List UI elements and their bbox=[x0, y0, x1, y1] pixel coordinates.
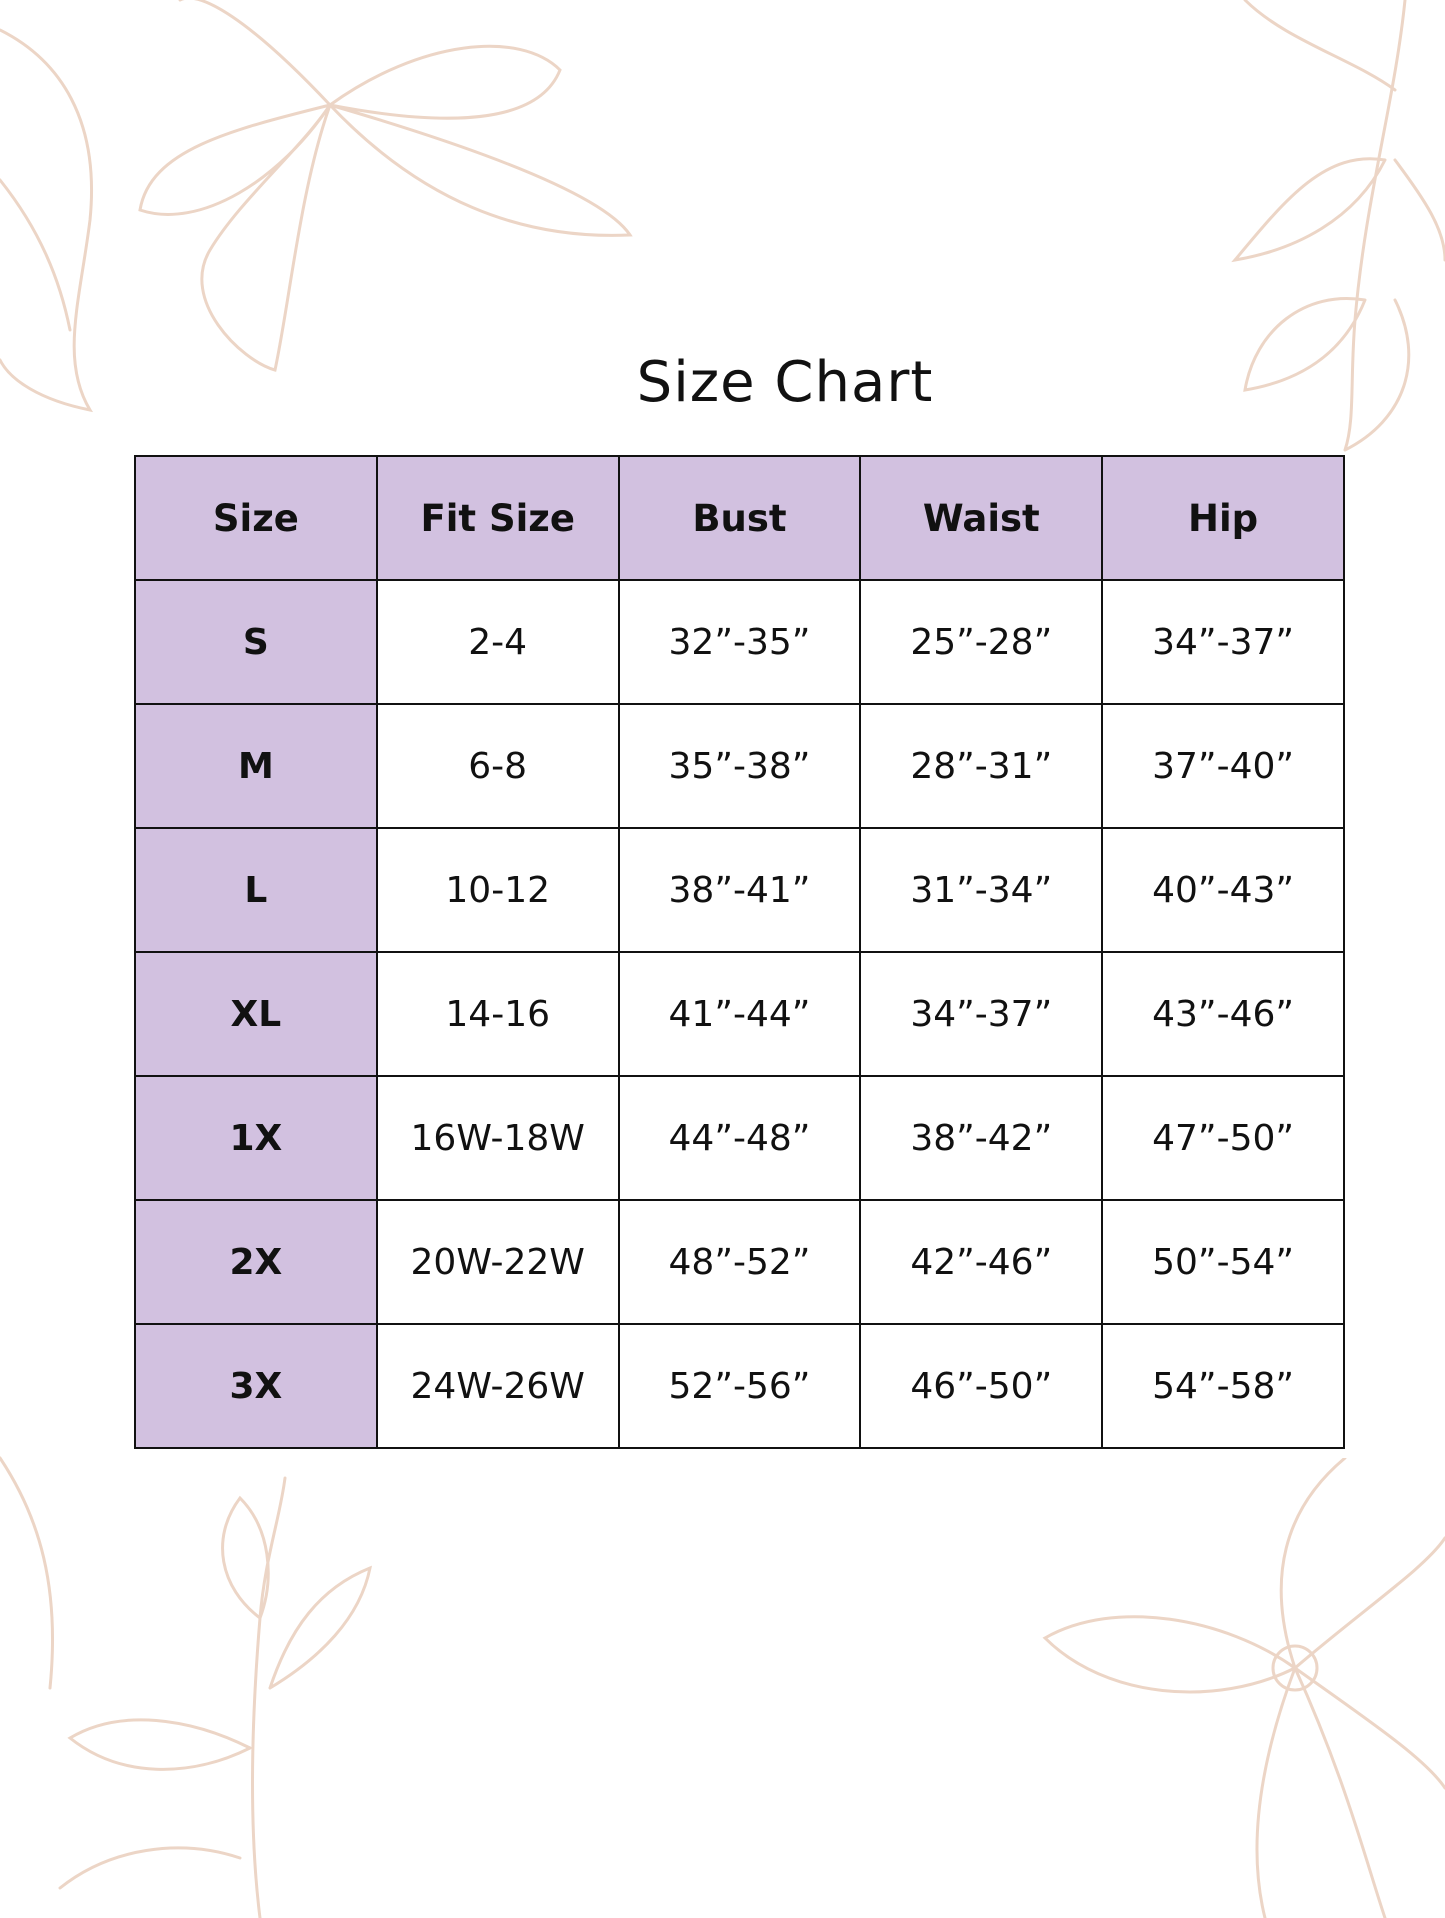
cell-bust: 38”-41” bbox=[617, 827, 862, 953]
cell-bust: 52”-56” bbox=[617, 1323, 862, 1449]
cell-fit-size: 14-16 bbox=[375, 951, 620, 1077]
cell-hip: 37”-40” bbox=[1101, 703, 1345, 829]
table-row: M 6-8 35”-38” 28”-31” 37”-40” bbox=[134, 703, 1345, 829]
cell-size: 1X bbox=[134, 1075, 378, 1201]
table-row: L 10-12 38”-41” 31”-34” 40”-43” bbox=[134, 827, 1345, 953]
cell-bust: 35”-38” bbox=[617, 703, 862, 829]
table-row: S 2-4 32”-35” 25”-28” 34”-37” bbox=[134, 579, 1345, 705]
cell-bust: 41”-44” bbox=[617, 951, 862, 1077]
cell-hip: 50”-54” bbox=[1101, 1199, 1345, 1325]
table-row: 1X 16W-18W 44”-48” 38”-42” 47”-50” bbox=[134, 1075, 1345, 1201]
cell-bust: 44”-48” bbox=[617, 1075, 862, 1201]
size-chart-table: Size Fit Size Bust Waist Hip S 2-4 32”-35”… bbox=[134, 455, 1345, 1449]
cell-waist: 34”-37” bbox=[859, 951, 1104, 1077]
header-fit-size: Fit Size bbox=[375, 455, 620, 581]
cell-size: S bbox=[134, 579, 378, 705]
cell-hip: 34”-37” bbox=[1101, 579, 1345, 705]
header-hip: Hip bbox=[1101, 455, 1345, 581]
cell-fit-size: 10-12 bbox=[375, 827, 620, 953]
cell-waist: 42”-46” bbox=[859, 1199, 1104, 1325]
cell-waist: 38”-42” bbox=[859, 1075, 1104, 1201]
cell-size: L bbox=[134, 827, 378, 953]
table-row: XL 14-16 41”-44” 34”-37” 43”-46” bbox=[134, 951, 1345, 1077]
header-waist: Waist bbox=[859, 455, 1104, 581]
cell-size: 3X bbox=[134, 1323, 378, 1449]
cell-waist: 25”-28” bbox=[859, 579, 1104, 705]
cell-fit-size: 2-4 bbox=[375, 579, 620, 705]
cell-hip: 47”-50” bbox=[1101, 1075, 1345, 1201]
cell-fit-size: 24W-26W bbox=[375, 1323, 620, 1449]
floral-decoration-top-left bbox=[0, 0, 633, 413]
page-title: Size Chart bbox=[636, 349, 934, 415]
table-header-row: Size Fit Size Bust Waist Hip bbox=[134, 455, 1345, 581]
cell-hip: 43”-46” bbox=[1101, 951, 1345, 1077]
cell-fit-size: 16W-18W bbox=[375, 1075, 620, 1201]
cell-waist: 31”-34” bbox=[859, 827, 1104, 953]
cell-fit-size: 20W-22W bbox=[375, 1199, 620, 1325]
cell-size: 2X bbox=[134, 1199, 378, 1325]
cell-waist: 28”-31” bbox=[859, 703, 1104, 829]
floral-decoration-bottom-left bbox=[0, 1456, 373, 1918]
cell-waist: 46”-50” bbox=[859, 1323, 1104, 1449]
header-bust: Bust bbox=[617, 455, 862, 581]
cell-bust: 32”-35” bbox=[617, 579, 862, 705]
cell-bust: 48”-52” bbox=[617, 1199, 862, 1325]
floral-decoration-bottom-right bbox=[1042, 1458, 1445, 1918]
table-row: 3X 24W-26W 52”-56” 46”-50” 54”-58” bbox=[134, 1323, 1345, 1449]
cell-hip: 54”-58” bbox=[1101, 1323, 1345, 1449]
cell-fit-size: 6-8 bbox=[375, 703, 620, 829]
cell-size: M bbox=[134, 703, 378, 829]
table-row: 2X 20W-22W 48”-52” 42”-46” 50”-54” bbox=[134, 1199, 1345, 1325]
cell-size: XL bbox=[134, 951, 378, 1077]
floral-decoration-top-right bbox=[1231, 0, 1445, 452]
header-size: Size bbox=[134, 455, 378, 581]
cell-hip: 40”-43” bbox=[1101, 827, 1345, 953]
